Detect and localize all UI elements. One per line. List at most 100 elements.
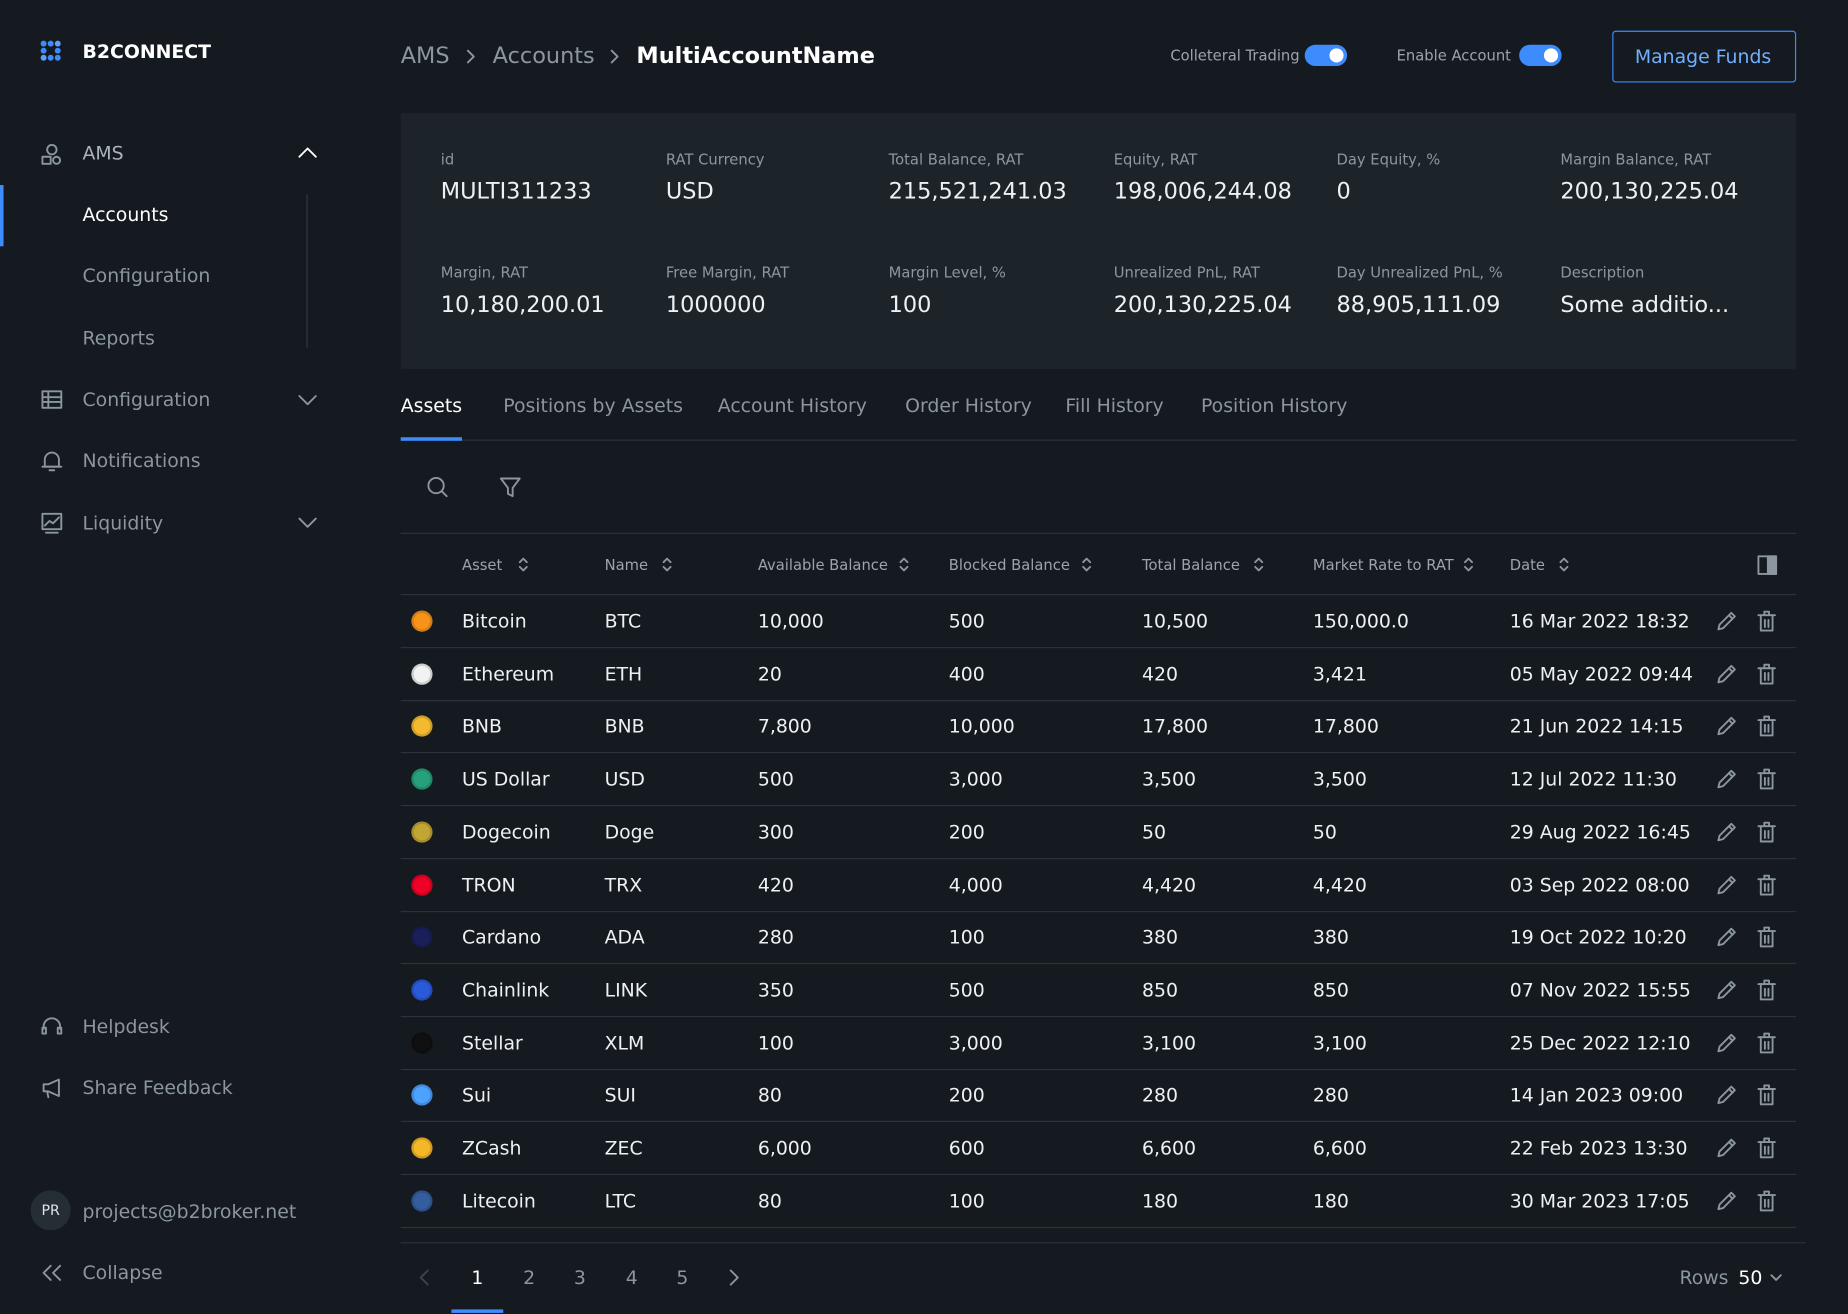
page-number[interactable]: 1 (471, 1266, 483, 1289)
cell: Sui (462, 1084, 491, 1107)
prev-page[interactable] (420, 1269, 429, 1286)
cell: 14 Jan 2023 09:00 (1510, 1084, 1683, 1107)
page-number[interactable]: 2 (523, 1266, 535, 1289)
cell: 280 (1313, 1084, 1349, 1107)
edit-button[interactable] (1716, 716, 1737, 737)
delete-button[interactable] (1757, 1085, 1776, 1106)
delete-button[interactable] (1757, 769, 1776, 790)
subnav-item[interactable]: Reports (82, 327, 154, 350)
edit-button[interactable] (1716, 821, 1737, 842)
tab[interactable]: Fill History (1065, 394, 1163, 417)
nav-item[interactable]: Configuration (82, 388, 210, 411)
column-header[interactable]: Market Rate to RAT (1313, 556, 1454, 574)
search-icon[interactable] (427, 476, 448, 497)
breadcrumb: MultiAccountName (636, 43, 875, 70)
subnav-line (306, 194, 307, 347)
cell: Cardano (462, 926, 541, 949)
cell: TRON (462, 873, 516, 896)
summary-value: 215,521,241.03 (889, 179, 1067, 206)
collapse-icon[interactable] (42, 1265, 61, 1282)
cell: 29 Aug 2022 16:45 (1510, 821, 1691, 844)
cell: 200 (949, 1084, 985, 1107)
edit-button[interactable] (1716, 979, 1737, 1000)
nav-item[interactable]: AMS (82, 142, 123, 165)
cell: 400 (949, 662, 985, 685)
cell: 6,000 (758, 1137, 812, 1160)
tab[interactable]: Position History (1201, 394, 1348, 417)
delete-button[interactable] (1757, 1190, 1776, 1211)
summary-value: 88,905,111.09 (1336, 292, 1500, 319)
delete-button[interactable] (1757, 610, 1776, 631)
column-header[interactable]: Total Balance (1142, 556, 1240, 574)
row-divider (401, 858, 1796, 859)
breadcrumb[interactable]: Accounts (493, 43, 595, 70)
sort-icon[interactable] (661, 556, 673, 573)
subnav-item[interactable]: Configuration (82, 264, 210, 287)
header-divider (401, 594, 1796, 595)
delete-button[interactable] (1757, 979, 1776, 1000)
summary-value: 100 (889, 292, 932, 319)
tab[interactable]: Positions by Assets (503, 394, 683, 417)
sort-icon[interactable] (517, 556, 529, 573)
page-number[interactable]: 5 (676, 1266, 688, 1289)
column-header[interactable]: Asset (462, 556, 502, 574)
edit-button[interactable] (1716, 663, 1737, 684)
edit-button[interactable] (1716, 769, 1737, 790)
sort-icon[interactable] (1253, 556, 1265, 573)
delete-button[interactable] (1757, 821, 1776, 842)
edit-button[interactable] (1716, 1085, 1737, 1106)
sort-icon[interactable] (898, 556, 910, 573)
rows-chevron[interactable] (1770, 1274, 1782, 1281)
edit-button[interactable] (1716, 1137, 1737, 1158)
edit-button[interactable] (1716, 927, 1737, 948)
breadcrumb[interactable]: AMS (401, 43, 450, 70)
summary-label: Equity, RAT (1114, 150, 1198, 168)
cell: 180 (1313, 1189, 1349, 1212)
summary-label: Unrealized PnL, RAT (1114, 263, 1260, 281)
page-number[interactable]: 3 (574, 1266, 586, 1289)
button-label[interactable]: Manage Funds (1635, 45, 1771, 68)
chevron-down[interactable] (298, 517, 317, 529)
column-header[interactable]: Available Balance (758, 556, 888, 574)
cell: Chainlink (462, 979, 549, 1002)
footer-item[interactable]: Share Feedback (82, 1077, 232, 1100)
column-header[interactable]: Name (605, 556, 648, 574)
delete-button[interactable] (1757, 927, 1776, 948)
cell: 50 (1142, 821, 1166, 844)
page-number[interactable]: 4 (626, 1266, 638, 1289)
columns-icon[interactable] (1757, 555, 1777, 575)
next-page[interactable] (730, 1269, 739, 1286)
edit-button[interactable] (1716, 1032, 1737, 1053)
footer-item[interactable]: Helpdesk (82, 1015, 169, 1038)
cell: 50 (1313, 821, 1337, 844)
sort-icon[interactable] (1463, 556, 1475, 573)
tab[interactable]: Assets (401, 394, 462, 417)
chevron-down[interactable] (298, 395, 317, 407)
chevron-up[interactable] (298, 146, 317, 158)
summary-value: 200,130,225.04 (1114, 292, 1292, 319)
delete-button[interactable] (1757, 874, 1776, 895)
rows-value[interactable]: 50 (1738, 1266, 1762, 1289)
column-header[interactable]: Date (1510, 556, 1545, 574)
delete-button[interactable] (1757, 716, 1776, 737)
column-header[interactable]: Blocked Balance (949, 556, 1070, 574)
collapse[interactable]: Collapse (82, 1262, 162, 1285)
edit-button[interactable] (1716, 1190, 1737, 1211)
nav-item[interactable]: Notifications (82, 450, 200, 473)
edit-button[interactable] (1716, 874, 1737, 895)
delete-button[interactable] (1757, 1137, 1776, 1158)
summary-label: Description (1560, 263, 1644, 281)
asset-icon (411, 610, 432, 631)
sort-icon[interactable] (1081, 556, 1093, 573)
edit-button[interactable] (1716, 610, 1737, 631)
tab[interactable]: Order History (905, 394, 1032, 417)
filter-icon[interactable] (500, 477, 521, 498)
cell: 100 (949, 926, 985, 949)
feedback-icon (41, 1077, 62, 1098)
nav-item[interactable]: Liquidity (82, 512, 163, 535)
sort-icon[interactable] (1558, 556, 1570, 573)
delete-button[interactable] (1757, 1032, 1776, 1053)
subnav-item[interactable]: Accounts (82, 203, 168, 226)
delete-button[interactable] (1757, 663, 1776, 684)
tab[interactable]: Account History (718, 394, 867, 417)
